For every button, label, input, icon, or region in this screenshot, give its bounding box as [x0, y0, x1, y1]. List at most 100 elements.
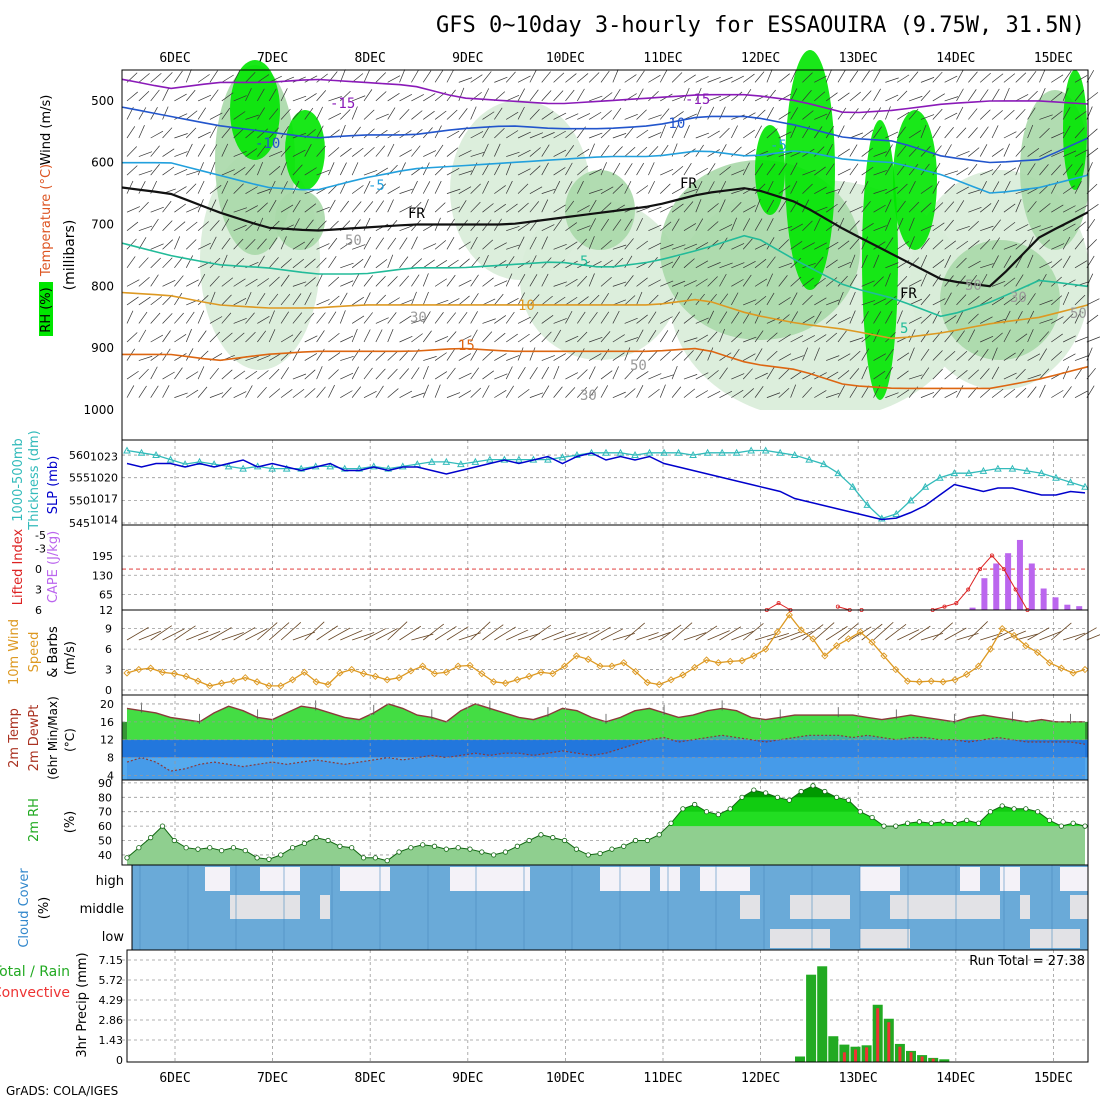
rh-shading — [1063, 70, 1087, 190]
wind-barb — [185, 328, 192, 343]
wind-barb-10m — [897, 629, 920, 641]
lifted-index-marker — [978, 567, 983, 572]
cloud-gap — [1020, 895, 1030, 919]
wind-barb — [565, 222, 578, 232]
wind-barb — [245, 148, 258, 157]
rh-marker — [502, 849, 509, 855]
wind-barb — [932, 298, 946, 306]
wind-barb — [150, 296, 162, 306]
wind-barb-10m — [944, 627, 967, 641]
wind-barb — [813, 347, 820, 361]
wind-barb-10m — [363, 628, 386, 641]
wind-barb — [174, 353, 187, 361]
contour-label: -15 — [330, 96, 355, 112]
wind-barb — [422, 181, 431, 194]
wind-barb — [849, 132, 864, 139]
wind-barb — [660, 169, 674, 176]
wind-barb — [292, 388, 305, 398]
rh-marker — [219, 847, 225, 854]
wind-barb — [1074, 390, 1088, 398]
wind-barb — [588, 143, 595, 157]
wind-barb — [944, 292, 952, 306]
wind-barb — [446, 348, 456, 361]
wind-barb — [1003, 109, 1015, 120]
cape-bar — [1005, 553, 1012, 610]
wind-barb — [790, 125, 797, 139]
wind-barb — [695, 372, 709, 380]
wind-barb — [814, 75, 827, 83]
wind-barb — [1062, 87, 1069, 102]
wind-barb — [979, 348, 989, 361]
wind-barb — [1015, 127, 1026, 139]
wind-barb — [861, 366, 868, 380]
contour-label: 5 — [900, 321, 908, 337]
wind-barb — [387, 297, 400, 306]
wind-barb — [351, 315, 365, 324]
wind-barb — [174, 113, 188, 120]
wind-barb — [529, 109, 540, 120]
thickness-line — [126, 449, 1086, 520]
wind-barb — [742, 274, 752, 287]
wind-barb — [873, 353, 886, 361]
wind-barb — [980, 316, 993, 324]
wind-barb — [340, 90, 351, 102]
wind-barb — [339, 310, 346, 324]
rh-marker — [384, 858, 390, 864]
wind-barb — [956, 186, 969, 194]
wind-barb — [197, 366, 205, 380]
wind-barb — [600, 218, 610, 231]
wind-barb — [470, 131, 484, 139]
wind-barb — [707, 310, 715, 324]
wind-speed-marker — [655, 680, 663, 689]
wind-barb — [257, 316, 270, 324]
wind-barb — [257, 88, 265, 102]
wind-barb — [1003, 243, 1018, 250]
rh-marker — [881, 823, 887, 829]
wind-barb — [162, 148, 175, 157]
wind-barb — [766, 128, 778, 139]
wind-barb — [221, 277, 234, 287]
wind-barb — [458, 335, 472, 343]
wind-barb — [363, 391, 377, 398]
wind-barb — [411, 70, 419, 83]
wind-barb — [209, 316, 223, 324]
date-tick-label: 10DEC — [546, 51, 585, 66]
wind-barb — [280, 311, 290, 324]
wind-barb — [494, 390, 507, 398]
wind-barb — [162, 127, 173, 139]
wind-barb — [1039, 348, 1048, 361]
wind-barb — [896, 126, 906, 139]
wind-barb — [1062, 313, 1074, 324]
wind-barb — [529, 347, 536, 361]
wind-barb — [565, 296, 578, 306]
wind-barb — [233, 95, 247, 102]
wind-barb — [588, 199, 597, 213]
rh-marker — [1035, 809, 1041, 815]
wind-barb — [1062, 70, 1072, 83]
date-tick-label: 14DEC — [936, 1071, 975, 1086]
wind-barb — [553, 386, 563, 398]
wind-barb — [375, 259, 388, 269]
wind-barb — [885, 366, 893, 380]
wind-barb — [873, 276, 884, 287]
wind-barb — [766, 392, 781, 398]
wind-barb — [150, 164, 160, 176]
thickness-marker — [369, 462, 378, 470]
thickness-marker — [805, 455, 814, 463]
cloud-gap — [660, 867, 680, 891]
wind-barb — [351, 201, 362, 213]
wind-barb — [268, 237, 278, 250]
wind-barb — [1074, 89, 1085, 102]
wind-barb — [577, 73, 589, 83]
wind-barb — [1027, 107, 1036, 120]
wind-barb — [126, 165, 138, 176]
wind-speed-marker — [643, 678, 652, 687]
wind-barb — [221, 180, 229, 194]
wind-barb — [280, 274, 290, 287]
thickness-marker — [239, 464, 247, 472]
wind-barb-10m — [731, 630, 754, 641]
wind-barb — [517, 88, 525, 102]
wind-barb — [683, 223, 697, 232]
wind-barb — [1003, 131, 1017, 139]
wind-barb — [126, 91, 138, 102]
